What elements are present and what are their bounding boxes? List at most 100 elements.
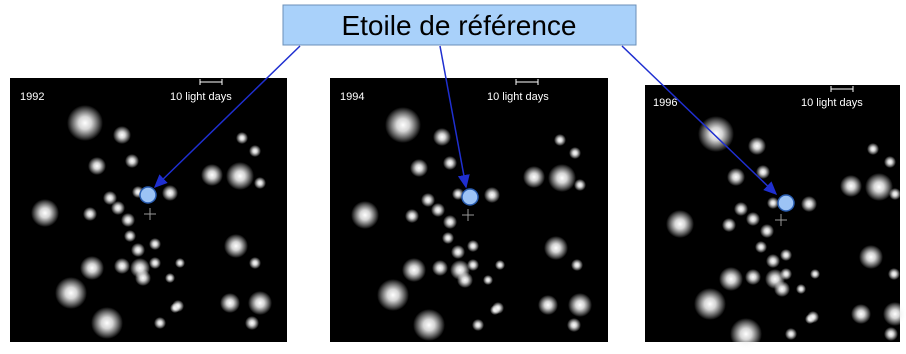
star [851, 304, 871, 324]
star [149, 257, 161, 269]
star [431, 203, 445, 217]
star [865, 173, 893, 201]
star [867, 143, 879, 155]
star [162, 185, 178, 201]
star [495, 260, 505, 270]
star [249, 145, 261, 157]
scale-label: 10 light days [487, 91, 549, 103]
star [888, 268, 900, 280]
star [80, 256, 104, 280]
star [125, 154, 139, 168]
star [457, 272, 473, 288]
star [31, 199, 59, 227]
star [245, 316, 259, 330]
star [694, 288, 726, 320]
star [121, 213, 135, 227]
star [544, 236, 568, 260]
year-label: 1996 [653, 97, 677, 109]
star [760, 224, 774, 238]
star [767, 197, 779, 209]
star [748, 137, 766, 155]
star [548, 164, 576, 192]
star [114, 258, 130, 274]
star [135, 270, 151, 286]
star [554, 134, 566, 146]
star [124, 230, 136, 242]
star [567, 318, 581, 332]
star [175, 258, 185, 268]
star [410, 159, 428, 177]
star [780, 268, 792, 280]
star [248, 291, 272, 315]
star [840, 175, 862, 197]
year-label: 1994 [340, 91, 364, 103]
page: {"header": {"title": "Etoile de référenc… [0, 0, 906, 354]
star [889, 188, 901, 200]
star [201, 164, 223, 186]
star [433, 128, 451, 146]
star [442, 232, 454, 244]
star [443, 215, 457, 229]
star [884, 156, 896, 168]
star [377, 279, 409, 311]
star [766, 254, 780, 268]
star [55, 277, 87, 309]
star [405, 209, 419, 223]
star [734, 202, 748, 216]
star [574, 179, 586, 191]
star [165, 273, 175, 283]
star [568, 293, 592, 317]
star [443, 156, 457, 170]
scale-label: 10 light days [170, 91, 232, 103]
star [402, 258, 426, 282]
star [801, 196, 817, 212]
star [484, 187, 500, 203]
scale-label: 10 light days [801, 97, 863, 109]
star [774, 281, 790, 297]
star [224, 234, 248, 258]
star [746, 212, 760, 226]
star [810, 269, 820, 279]
star [254, 177, 266, 189]
star [492, 302, 504, 314]
star [421, 193, 435, 207]
star [722, 218, 736, 232]
star [467, 259, 479, 271]
star [413, 309, 445, 341]
star [571, 259, 583, 271]
star [67, 105, 103, 141]
star [698, 116, 734, 152]
star [131, 243, 145, 257]
star [113, 126, 131, 144]
star [807, 311, 819, 323]
star [236, 132, 248, 144]
label-text: Etoile de référence [341, 10, 576, 41]
star [83, 207, 97, 221]
star [569, 147, 581, 159]
star [451, 245, 465, 259]
star [719, 267, 743, 291]
star [467, 240, 479, 252]
star [523, 166, 545, 188]
star [785, 328, 797, 340]
star [755, 241, 767, 253]
star [154, 317, 166, 329]
star [249, 257, 261, 269]
star [884, 327, 898, 341]
star [472, 319, 484, 331]
star [432, 260, 448, 276]
year-label: 1992 [20, 91, 44, 103]
figure: 1992 1994 1996 10 light days 10 light da… [0, 0, 906, 354]
star [149, 238, 161, 250]
star [538, 295, 558, 315]
star [483, 275, 493, 285]
star [351, 201, 379, 229]
star [385, 107, 421, 143]
star [666, 210, 694, 238]
star [859, 245, 883, 269]
star [745, 269, 761, 285]
star [111, 201, 125, 215]
star [730, 318, 762, 350]
star [796, 284, 806, 294]
star [172, 300, 184, 312]
